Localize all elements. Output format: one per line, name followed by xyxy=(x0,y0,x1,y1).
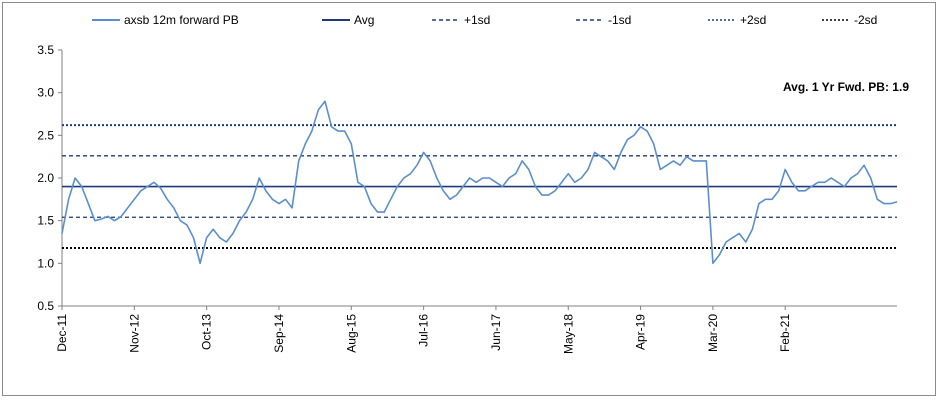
x-tick-label: Sep-14 xyxy=(272,314,286,353)
x-tick-label: Mar-20 xyxy=(706,314,720,352)
series-layer xyxy=(61,100,898,265)
y-tick-label: 1.5 xyxy=(37,214,54,228)
legend-label: -1sd xyxy=(608,13,631,27)
x-tick-label: Apr-19 xyxy=(634,314,648,350)
x-tick-label: May-18 xyxy=(561,314,575,354)
x-tick-label: Nov-12 xyxy=(127,314,141,353)
y-axis: 0.5 1.0 1.5 2.0 2.5 3.0 3.5 xyxy=(37,43,63,313)
y-tick-label: 0.5 xyxy=(37,299,54,313)
legend-label: axsb 12m forward PB xyxy=(124,13,239,27)
legend-label: -2sd xyxy=(854,13,877,27)
x-tick-label: Feb-21 xyxy=(778,314,792,352)
x-tick-label: Jun-17 xyxy=(489,314,503,351)
legend-label: +2sd xyxy=(740,13,766,27)
chart-frame xyxy=(2,2,936,396)
series-line-pb xyxy=(61,100,898,265)
x-tick-label: Oct-13 xyxy=(200,314,214,350)
x-tick-label: Dec-11 xyxy=(55,314,69,352)
x-tick-label: Aug-15 xyxy=(344,314,358,353)
chart-annotation: Avg. 1 Yr Fwd. PB: 1.9 xyxy=(783,80,909,94)
y-tick-label: 2.0 xyxy=(37,171,54,185)
y-tick-label: 2.5 xyxy=(37,128,54,142)
legend: axsb 12m forward PB Avg +1sd -1sd +2sd -2sd xyxy=(92,13,877,27)
x-tick-label: Jul-16 xyxy=(417,314,431,347)
legend-label: +1sd xyxy=(464,13,490,27)
reference-lines xyxy=(62,124,897,249)
x-axis: Dec-11 Nov-12 Oct-13 Sep-14 Aug-15 Jul-16 Jun-… xyxy=(55,305,897,354)
y-tick-label: 3.5 xyxy=(37,43,54,57)
y-tick-label: 1.0 xyxy=(37,256,54,270)
y-tick-label: 3.0 xyxy=(37,86,54,100)
legend-label: Avg xyxy=(354,13,374,27)
